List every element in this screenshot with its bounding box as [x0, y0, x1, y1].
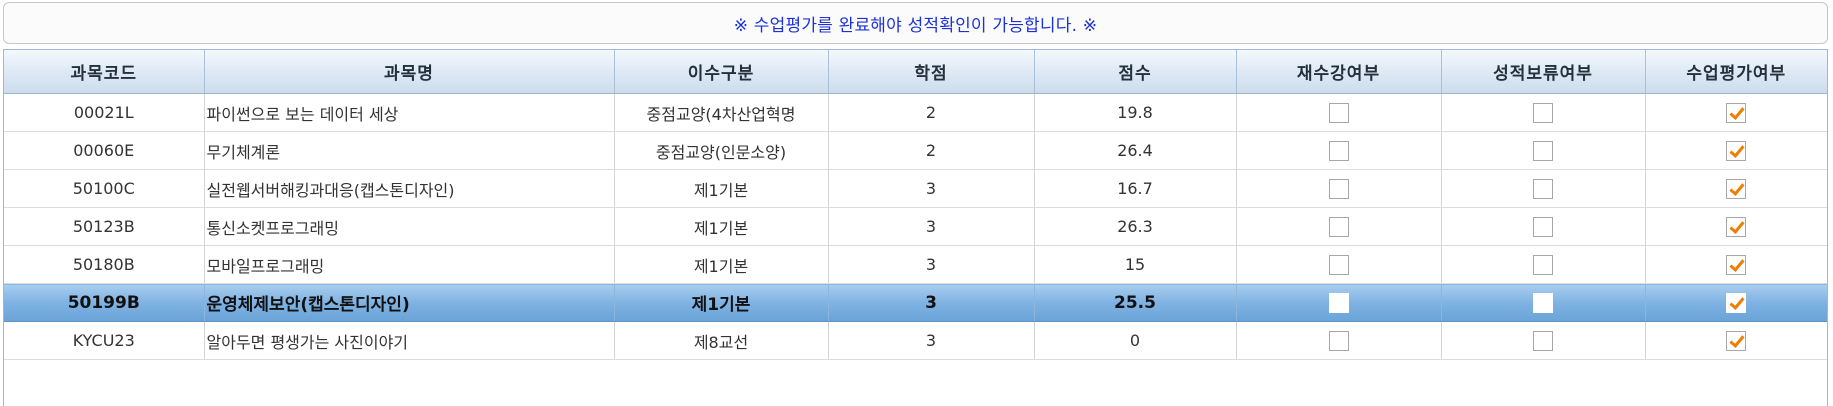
cell-evaluated: [1645, 93, 1827, 132]
cell-credit: 3: [828, 207, 1035, 246]
cell-course-code: 50180B: [4, 245, 205, 284]
table-row[interactable]: 50123B 통신소켓프로그래밍 제1기본 3 26.3: [4, 207, 1827, 246]
cell-course-name: 실전웹서버해킹과대응(캡스톤디자인): [204, 169, 615, 208]
withheld-checkbox[interactable]: [1533, 216, 1553, 237]
retake-checkbox[interactable]: [1328, 178, 1349, 199]
cell-retake: [1236, 93, 1442, 132]
withheld-checkbox[interactable]: [1533, 292, 1553, 313]
cell-score: 0: [1034, 321, 1237, 360]
col-header-evaluated[interactable]: 수업평가여부: [1645, 50, 1827, 94]
retake-checkbox[interactable]: [1328, 216, 1349, 237]
withheld-checkbox[interactable]: [1533, 102, 1553, 123]
cell-category: 중점교양(인문소양): [614, 131, 829, 170]
cell-category: 제1기본: [614, 283, 829, 322]
evaluated-checkbox[interactable]: [1726, 178, 1747, 199]
col-header-code[interactable]: 과목코드: [4, 50, 205, 94]
cell-withheld: [1441, 169, 1646, 208]
cell-course-name: 무기체계론: [204, 131, 615, 170]
table-row[interactable]: 50100C 실전웹서버해킹과대응(캡스톤디자인) 제1기본 3 16.7: [4, 169, 1827, 208]
col-header-credit[interactable]: 학점: [828, 50, 1035, 94]
cell-category: 제8교선: [614, 321, 829, 360]
grades-grid: 과목코드 과목명 이수구분 학점 점수 재수강여부 성적보류여부 수업평가여부 …: [3, 49, 1828, 406]
cell-retake: [1236, 245, 1442, 284]
cell-category: 제1기본: [614, 207, 829, 246]
withheld-checkbox[interactable]: [1533, 254, 1553, 275]
withheld-checkbox[interactable]: [1533, 140, 1553, 161]
cell-course-code: 50100C: [4, 169, 205, 208]
cell-course-code: 50199B: [4, 283, 205, 322]
grades-table: 과목코드 과목명 이수구분 학점 점수 재수강여부 성적보류여부 수업평가여부 …: [4, 50, 1827, 360]
table-row[interactable]: KYCU23 알아두면 평생가는 사진이야기 제8교선 3 0: [4, 321, 1827, 360]
cell-credit: 3: [828, 283, 1035, 322]
col-header-name[interactable]: 과목명: [204, 50, 615, 94]
cell-evaluated: [1645, 321, 1827, 360]
cell-category: 제1기본: [614, 169, 829, 208]
cell-course-name: 파이썬으로 보는 데이터 세상: [204, 93, 615, 132]
cell-score: 15: [1034, 245, 1237, 284]
col-header-category[interactable]: 이수구분: [614, 50, 829, 94]
table-row[interactable]: 00060E 무기체계론 중점교양(인문소양) 2 26.4: [4, 131, 1827, 170]
col-header-retake[interactable]: 재수강여부: [1236, 50, 1442, 94]
cell-score: 19.8: [1034, 93, 1237, 132]
cell-score: 26.4: [1034, 131, 1237, 170]
cell-credit: 3: [828, 169, 1035, 208]
retake-checkbox[interactable]: [1328, 102, 1349, 123]
cell-evaluated: [1645, 245, 1827, 284]
cell-retake: [1236, 283, 1442, 322]
cell-score: 26.3: [1034, 207, 1237, 246]
cell-evaluated: [1645, 207, 1827, 246]
cell-course-name: 알아두면 평생가는 사진이야기: [204, 321, 615, 360]
header-row: 과목코드 과목명 이수구분 학점 점수 재수강여부 성적보류여부 수업평가여부: [4, 50, 1827, 94]
cell-course-code: KYCU23: [4, 321, 205, 360]
cell-course-code: 00060E: [4, 131, 205, 170]
evaluated-checkbox[interactable]: [1726, 330, 1747, 351]
cell-withheld: [1441, 131, 1646, 170]
cell-credit: 3: [828, 321, 1035, 360]
cell-evaluated: [1645, 131, 1827, 170]
cell-credit: 3: [828, 245, 1035, 284]
retake-checkbox[interactable]: [1328, 330, 1349, 351]
cell-credit: 2: [828, 131, 1035, 170]
evaluated-checkbox[interactable]: [1726, 102, 1747, 123]
evaluated-checkbox[interactable]: [1726, 216, 1747, 237]
table-row[interactable]: 00021L 파이썬으로 보는 데이터 세상 중점교양(4차산업혁명 2 19.8: [4, 93, 1827, 132]
cell-course-name: 운영체제보안(캡스톤디자인): [204, 283, 615, 322]
cell-credit: 2: [828, 93, 1035, 132]
cell-withheld: [1441, 245, 1646, 284]
cell-withheld: [1441, 283, 1646, 322]
cell-score: 16.7: [1034, 169, 1237, 208]
retake-checkbox[interactable]: [1328, 254, 1349, 275]
retake-checkbox[interactable]: [1328, 140, 1349, 161]
col-header-score[interactable]: 점수: [1034, 50, 1237, 94]
cell-course-name: 모바일프로그래밍: [204, 245, 615, 284]
cell-score: 25.5: [1034, 283, 1237, 322]
cell-retake: [1236, 321, 1442, 360]
cell-course-name: 통신소켓프로그래밍: [204, 207, 615, 246]
table-row[interactable]: 50199B 운영체제보안(캡스톤디자인) 제1기본 3 25.5: [4, 283, 1827, 322]
evaluation-notice: ※ 수업평가를 완료해야 성적확인이 가능합니다. ※: [3, 2, 1828, 44]
cell-withheld: [1441, 207, 1646, 246]
table-row[interactable]: 50180B 모바일프로그래밍 제1기본 3 15: [4, 245, 1827, 284]
withheld-checkbox[interactable]: [1533, 330, 1553, 351]
cell-retake: [1236, 169, 1442, 208]
col-header-withheld[interactable]: 성적보류여부: [1441, 50, 1646, 94]
evaluated-checkbox[interactable]: [1726, 140, 1747, 161]
cell-retake: [1236, 131, 1442, 170]
cell-course-code: 00021L: [4, 93, 205, 132]
retake-checkbox[interactable]: [1328, 292, 1349, 313]
grid-body: 00021L 파이썬으로 보는 데이터 세상 중점교양(4차산업혁명 2 19.8 000…: [4, 93, 1827, 360]
cell-evaluated: [1645, 283, 1827, 322]
cell-withheld: [1441, 321, 1646, 360]
cell-withheld: [1441, 93, 1646, 132]
evaluated-checkbox[interactable]: [1726, 254, 1747, 275]
notice-text: ※ 수업평가를 완료해야 성적확인이 가능합니다. ※: [733, 15, 1098, 36]
cell-evaluated: [1645, 169, 1827, 208]
cell-category: 제1기본: [614, 245, 829, 284]
cell-category: 중점교양(4차산업혁명: [614, 93, 829, 132]
cell-course-code: 50123B: [4, 207, 205, 246]
cell-retake: [1236, 207, 1442, 246]
evaluated-checkbox[interactable]: [1726, 292, 1746, 313]
withheld-checkbox[interactable]: [1533, 178, 1553, 199]
